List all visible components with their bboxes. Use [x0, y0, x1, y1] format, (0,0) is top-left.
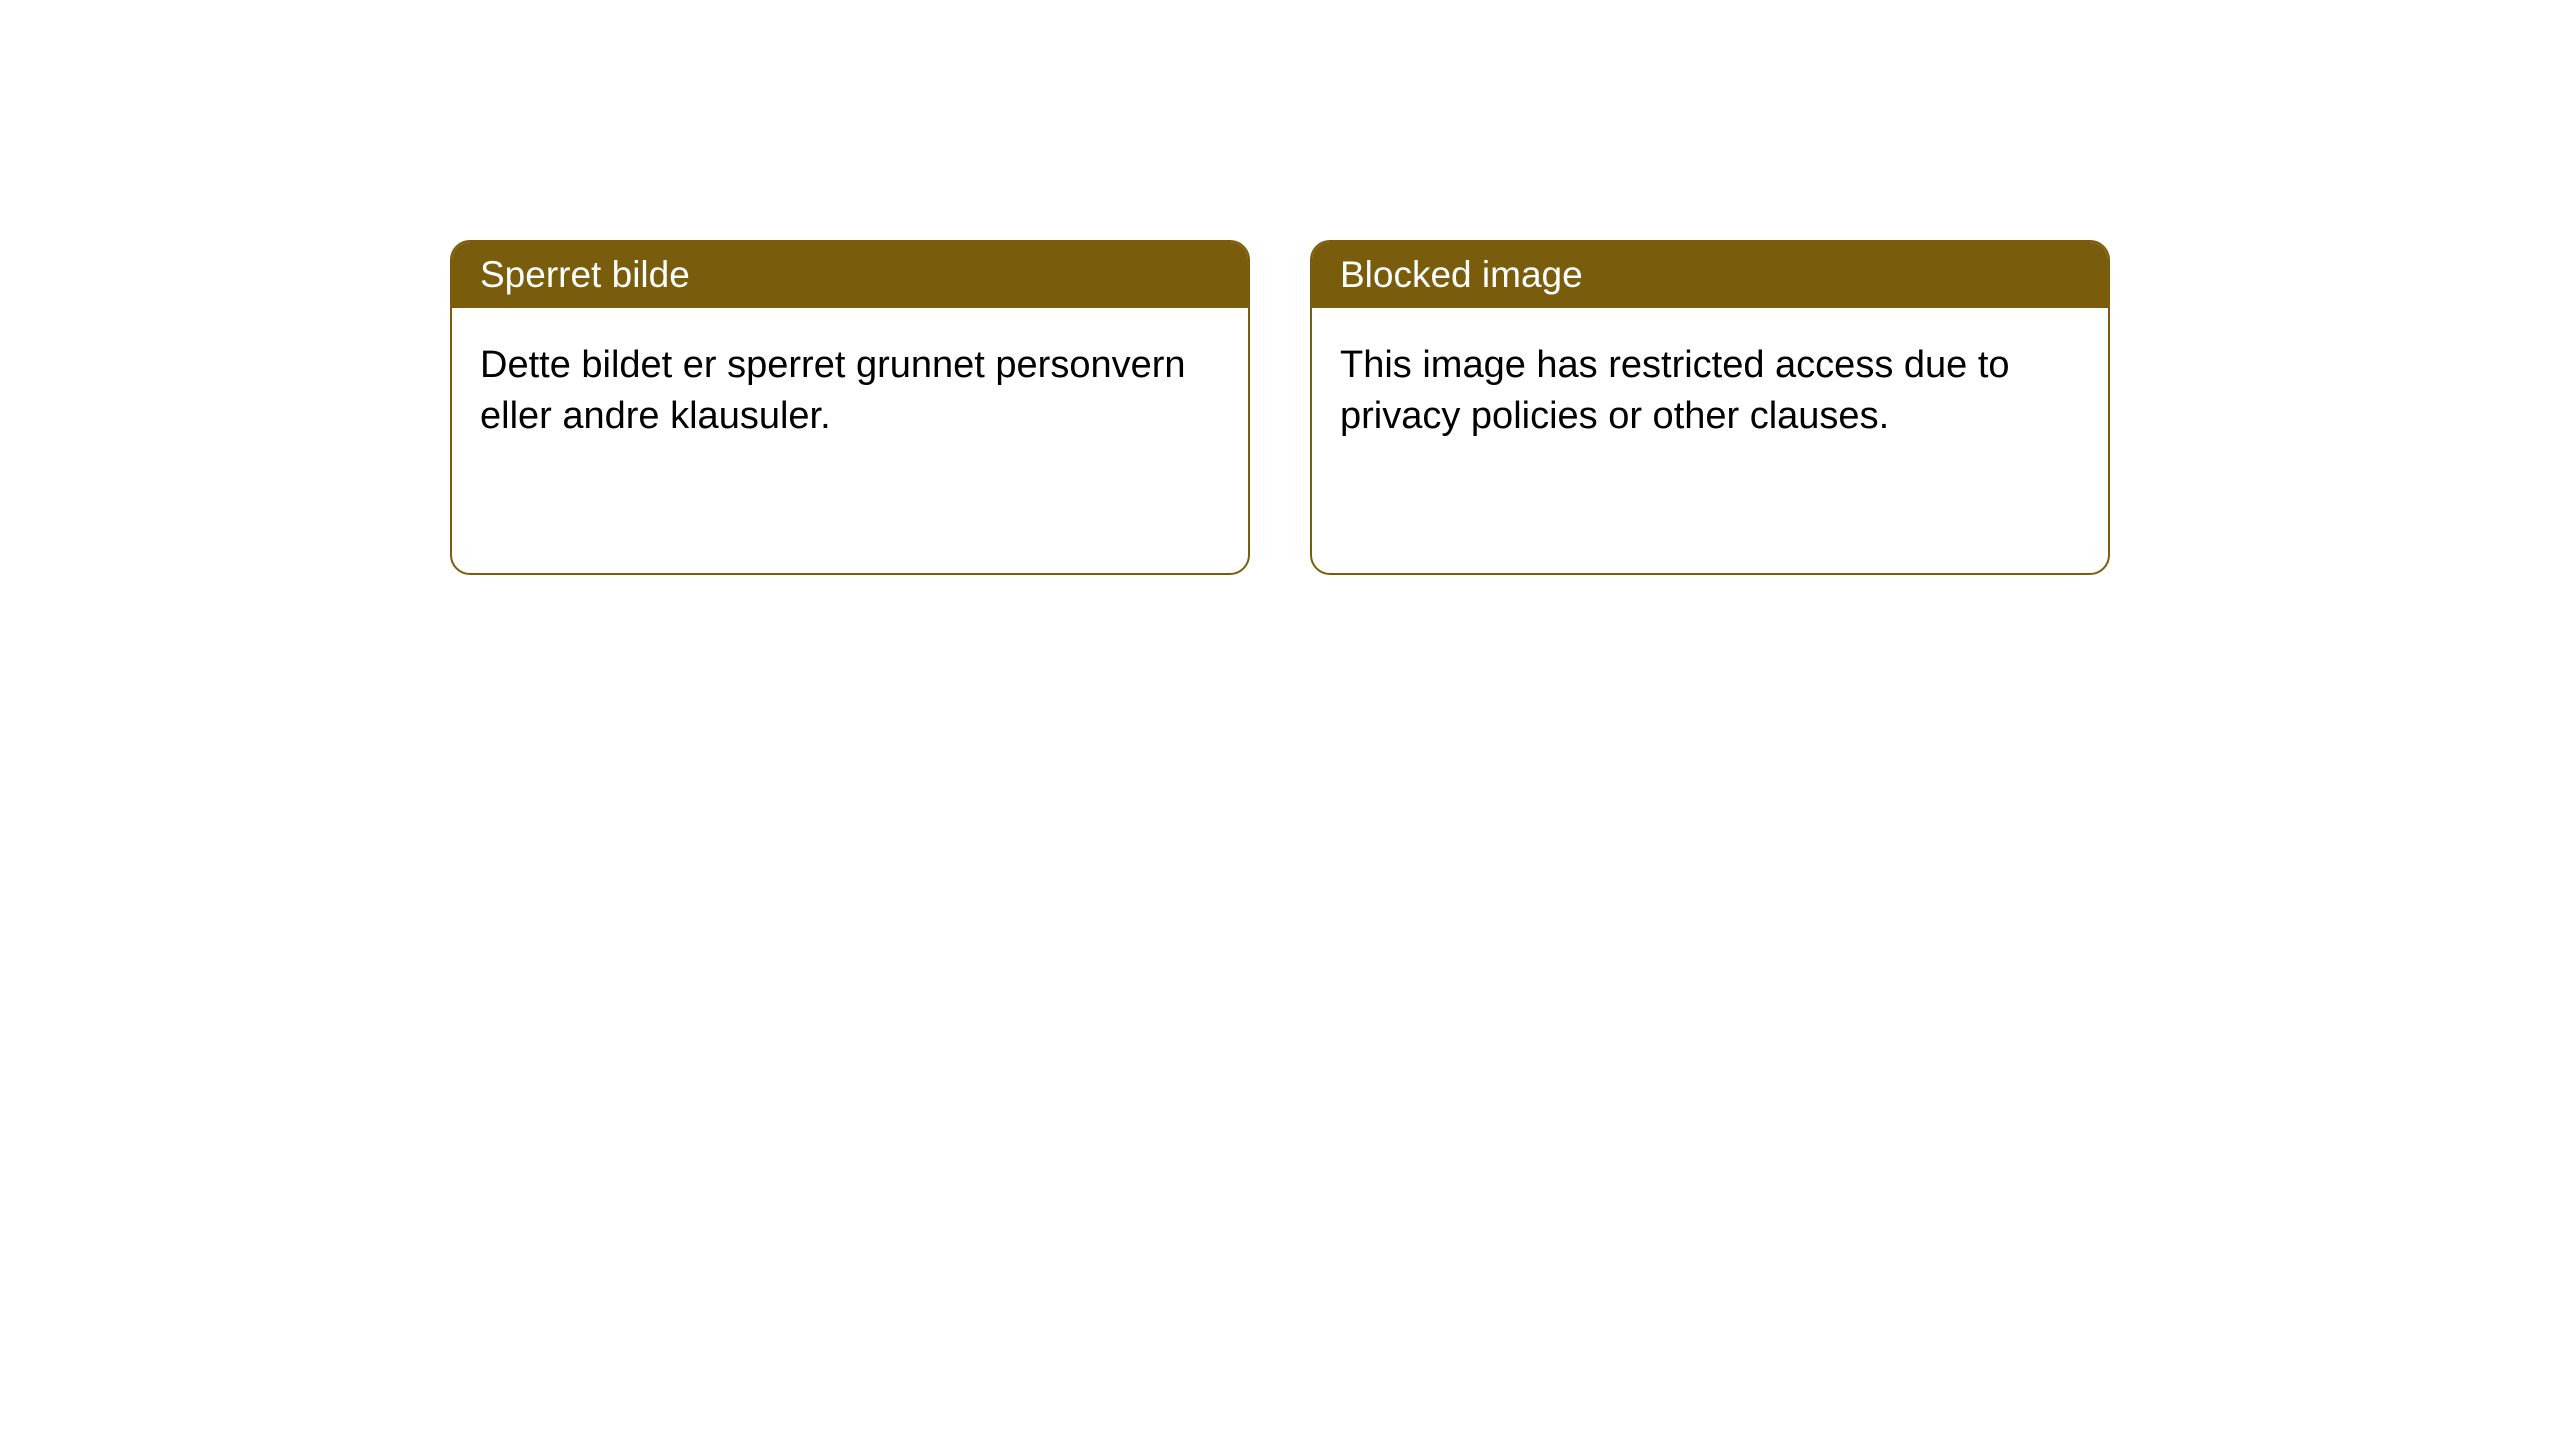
blocked-image-card-english: Blocked image This image has restricted … [1310, 240, 2110, 575]
card-body-english: This image has restricted access due to … [1312, 308, 2108, 475]
card-body-norwegian: Dette bildet er sperret grunnet personve… [452, 308, 1248, 475]
blocked-image-notices: Sperret bilde Dette bildet er sperret gr… [450, 240, 2110, 575]
card-header-english: Blocked image [1312, 242, 2108, 308]
blocked-image-card-norwegian: Sperret bilde Dette bildet er sperret gr… [450, 240, 1250, 575]
card-header-norwegian: Sperret bilde [452, 242, 1248, 308]
